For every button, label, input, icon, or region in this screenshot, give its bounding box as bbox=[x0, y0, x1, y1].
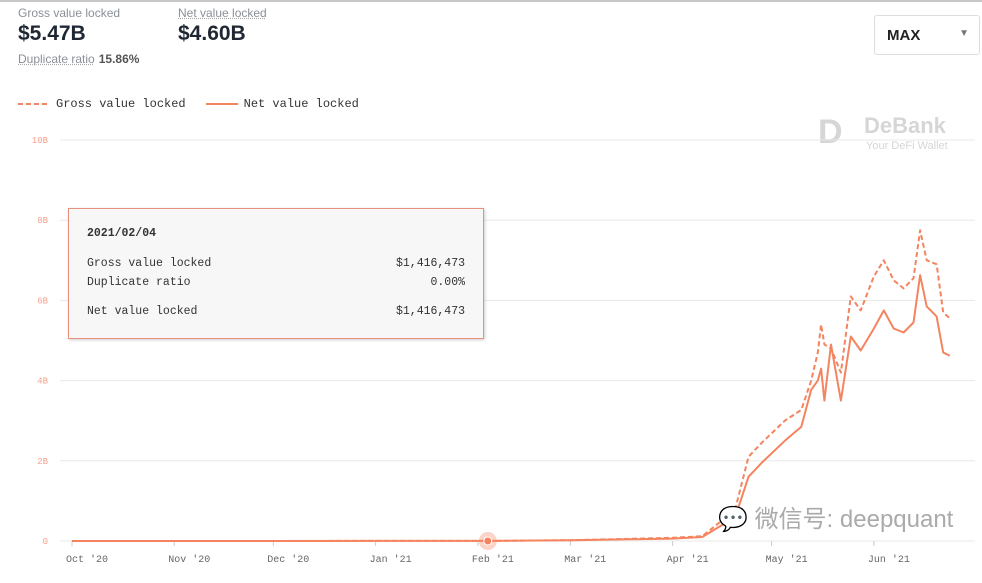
x-tick-label: Nov '20 bbox=[168, 554, 210, 566]
y-tick-label: 10B bbox=[32, 136, 49, 146]
tooltip-row: Net value locked $1,416,473 bbox=[87, 305, 465, 319]
x-tick-label: Jan '21 bbox=[370, 554, 412, 566]
tooltip-date: 2021/02/04 bbox=[87, 227, 157, 240]
legend-item-net[interactable]: Net value locked bbox=[205, 97, 359, 111]
tooltip-value: $1,416,473 bbox=[395, 257, 465, 270]
tooltip-value: 0.00% bbox=[430, 276, 465, 289]
wechat-icon: 💬 bbox=[718, 506, 748, 533]
legend-label: Net value locked bbox=[243, 97, 359, 111]
x-tick-label: Feb '21 bbox=[472, 554, 514, 566]
watermark-text: 微信号: deepquant bbox=[754, 506, 954, 533]
y-tick-label: 4B bbox=[37, 377, 48, 387]
top-border bbox=[0, 0, 982, 2]
net-label[interactable]: Net value locked bbox=[178, 6, 267, 20]
gross-label: Gross value locked bbox=[18, 6, 121, 20]
x-tick-label: May '21 bbox=[766, 554, 808, 566]
x-tick-label: Apr '21 bbox=[667, 554, 709, 566]
y-tick-label: 6B bbox=[37, 296, 48, 306]
tooltip-value: $1,416,473 bbox=[395, 305, 465, 318]
tooltip-row: Duplicate ratio 0.00% bbox=[87, 276, 465, 290]
net-value: $4.60B bbox=[178, 22, 246, 45]
dup-value: 15.86% bbox=[98, 52, 140, 66]
tooltip-row: Gross value locked $1,416,473 bbox=[87, 257, 465, 271]
dup-label[interactable]: Duplicate ratio bbox=[18, 52, 95, 66]
net-stat: Net value locked $4.60B bbox=[178, 6, 267, 47]
y-tick-label: 2B bbox=[37, 457, 48, 467]
x-tick-label: Mar '21 bbox=[564, 554, 606, 566]
range-select-value: MAX bbox=[887, 27, 921, 44]
x-tick-label: Jun '21 bbox=[868, 554, 910, 566]
gross-value-line bbox=[71, 229, 951, 542]
tooltip-label: Net value locked bbox=[87, 305, 198, 318]
tooltip-label: Duplicate ratio bbox=[87, 276, 191, 289]
highlight-point bbox=[483, 536, 493, 546]
logo-name: DeBank bbox=[864, 113, 946, 138]
logo-tagline: Your DeFi Wallet bbox=[866, 140, 948, 152]
net-value-line bbox=[71, 274, 951, 542]
y-tick-label: 8B bbox=[37, 216, 48, 226]
legend-item-gross[interactable]: Gross value locked bbox=[18, 97, 186, 111]
y-tick-label: 0 bbox=[43, 537, 48, 547]
chart-legend: Gross value locked Net value locked bbox=[18, 97, 359, 111]
dashed-line-icon bbox=[18, 103, 50, 105]
tooltip-label: Gross value locked bbox=[87, 257, 212, 270]
x-tick-label: Dec '20 bbox=[267, 554, 309, 566]
solid-line-icon bbox=[205, 103, 238, 105]
x-tick-label: Oct '20 bbox=[66, 554, 108, 566]
range-select[interactable]: MAX ▼ bbox=[874, 15, 980, 55]
chevron-down-icon: ▼ bbox=[959, 28, 969, 39]
gross-value: $5.47B bbox=[18, 22, 86, 45]
gross-stat: Gross value locked $5.47B bbox=[18, 6, 120, 47]
wechat-watermark: 💬 微信号: deepquant bbox=[718, 506, 953, 534]
legend-label: Gross value locked bbox=[56, 97, 186, 111]
duplicate-ratio: Duplicate ratio 15.86% bbox=[18, 52, 139, 66]
logo-mark-icon: D bbox=[818, 113, 843, 151]
chart-tooltip: 2021/02/04 Gross value locked $1,416,473 … bbox=[68, 208, 484, 339]
